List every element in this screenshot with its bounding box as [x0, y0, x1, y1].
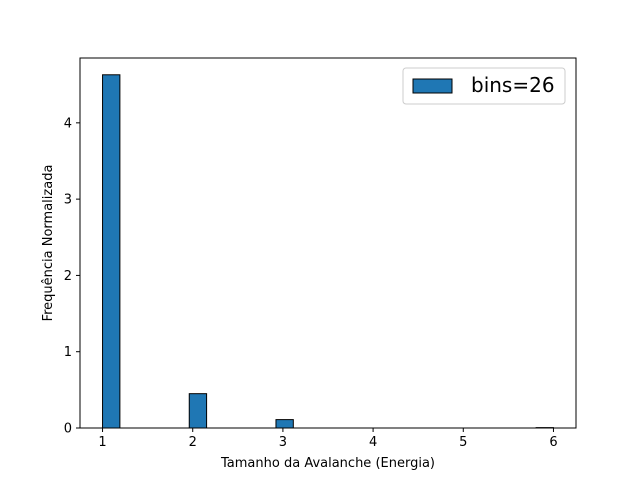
x-tick-label: 3 [279, 435, 287, 450]
y-tick-label: 0 [64, 422, 72, 437]
y-axis-ticks: 0 1 2 3 4 [64, 116, 80, 437]
legend-box [402, 67, 566, 105]
legend-swatch [412, 78, 453, 94]
x-tick-label: 4 [369, 435, 377, 450]
histogram-bar [188, 393, 208, 429]
y-tick-label: 1 [64, 345, 72, 360]
plot-area-frame [79, 57, 577, 429]
legend: bins=26 [402, 67, 566, 105]
y-tick-label: 4 [64, 116, 72, 131]
histogram-bar [275, 419, 294, 429]
x-tick-label: 2 [189, 435, 197, 450]
histogram-bar [102, 74, 121, 429]
y-axis-title: Frequência Normalizada [41, 165, 56, 322]
x-axis-title: Tamanho da Avalanche (Energia) [220, 456, 435, 471]
y-tick-label: 2 [64, 269, 72, 284]
x-tick-label: 6 [549, 435, 557, 450]
x-axis-ticks: 1 2 3 4 5 6 [98, 428, 558, 450]
x-tick-label: 5 [459, 435, 467, 450]
legend-label: bins=26 [471, 73, 555, 97]
x-tick-label: 1 [98, 435, 106, 450]
y-tick-label: 3 [64, 193, 72, 208]
